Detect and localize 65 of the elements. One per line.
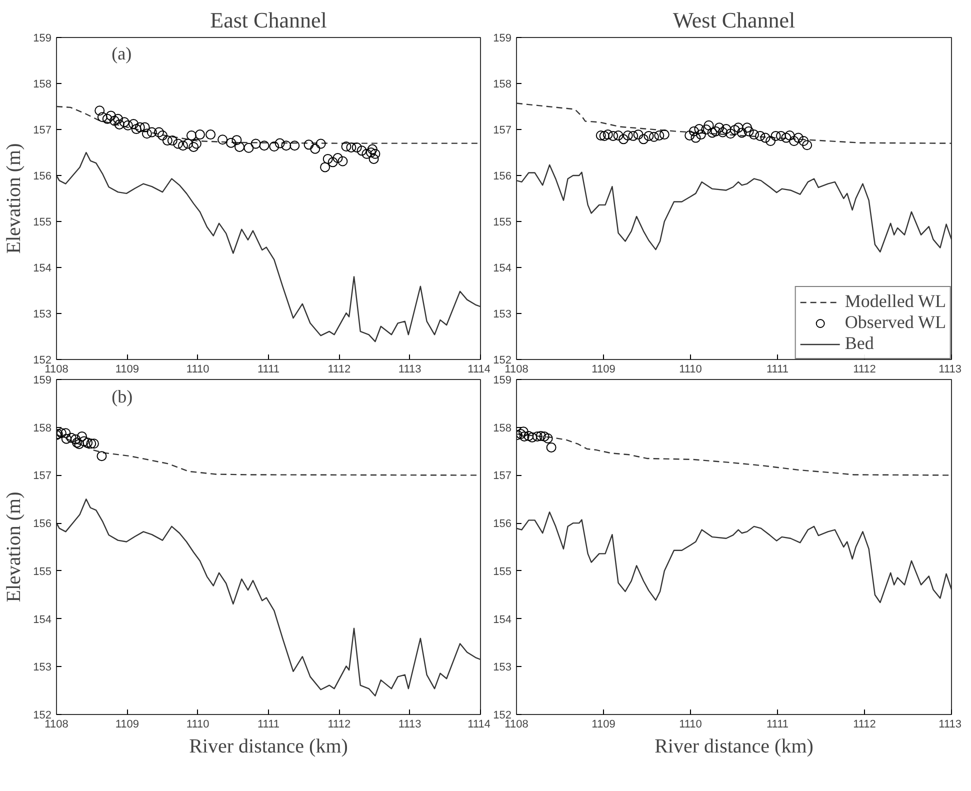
x-tick-label: 1113: [398, 364, 422, 376]
y-tick-label: 154: [33, 262, 52, 274]
legend-label: Bed: [844, 333, 874, 354]
x-tick-label: 1111: [257, 718, 280, 730]
chart-title: West Channel: [672, 8, 796, 32]
legend-label: Modelled WL: [844, 291, 946, 312]
y-tick-label: 153: [493, 308, 512, 320]
x-tick-label: 1112: [328, 718, 351, 730]
x-tick-label: 1111: [257, 364, 280, 376]
x-axis-title: River distance (km): [654, 736, 814, 758]
x-tick-label: 1113: [938, 364, 962, 376]
x-tick-label: 1110: [186, 364, 210, 376]
y-tick-label: 158: [493, 78, 512, 90]
y-tick-label: 156: [33, 518, 52, 530]
x-tick-label: 1108: [44, 718, 68, 730]
x-tick-label: 1110: [186, 718, 210, 730]
y-tick-label: 159: [493, 374, 512, 386]
x-tick-label: 1108: [504, 364, 528, 376]
x-tick-label: 1112: [853, 718, 876, 730]
y-tick-label: 153: [33, 662, 52, 674]
y-tick-label: 154: [493, 614, 512, 626]
y-tick-label: 153: [33, 308, 52, 320]
y-tick-label: 156: [493, 518, 512, 530]
y-tick-label: 153: [493, 662, 512, 674]
y-tick-label: 158: [33, 422, 52, 434]
x-tick-label: 1110: [679, 718, 702, 730]
y-tick-label: 159: [493, 32, 512, 44]
y-tick-label: 154: [33, 614, 52, 626]
x-axis-title: River distance (km): [189, 736, 348, 758]
x-tick-label: 1112: [328, 364, 351, 376]
annotation: (b): [112, 386, 133, 406]
annotation: (a): [112, 43, 132, 64]
x-tick-label: 1114: [468, 718, 491, 730]
y-tick-label: 154: [493, 262, 512, 274]
y-tick-label: 158: [493, 422, 512, 434]
y-tick-label: 157: [33, 124, 52, 136]
x-tick-label: 1108: [44, 364, 68, 376]
chart-title: East Channel: [210, 8, 327, 32]
y-tick-label: 157: [493, 470, 512, 482]
x-tick-label: 1114: [468, 364, 491, 376]
x-tick-label: 1113: [398, 718, 422, 730]
y-tick-label: 155: [33, 566, 52, 578]
x-tick-label: 1108: [504, 718, 528, 730]
x-tick-label: 1111: [766, 364, 789, 376]
x-tick-label: 1112: [853, 364, 876, 376]
x-tick-label: 1111: [766, 718, 789, 730]
y-tick-label: 156: [33, 170, 52, 182]
x-tick-label: 1110: [679, 364, 702, 376]
y-tick-label: 155: [493, 566, 512, 578]
y-tick-label: 157: [493, 124, 512, 136]
y-tick-label: 158: [33, 78, 52, 90]
y-tick-label: 159: [33, 32, 52, 44]
y-tick-label: 159: [33, 374, 52, 386]
legend-label: Observed WL: [844, 312, 946, 333]
y-tick-label: 155: [33, 216, 52, 228]
x-tick-label: 1113: [938, 718, 962, 730]
x-tick-label: 1109: [115, 364, 139, 376]
x-tick-label: 1109: [115, 718, 139, 730]
y-tick-label: 155: [493, 216, 512, 228]
x-tick-label: 1109: [592, 718, 616, 730]
y-axis-title: Elevation (m): [3, 143, 26, 254]
y-tick-label: 156: [493, 170, 512, 182]
y-tick-label: 157: [33, 470, 52, 482]
x-tick-label: 1109: [592, 364, 616, 376]
y-axis-title: Elevation (m): [3, 492, 26, 602]
